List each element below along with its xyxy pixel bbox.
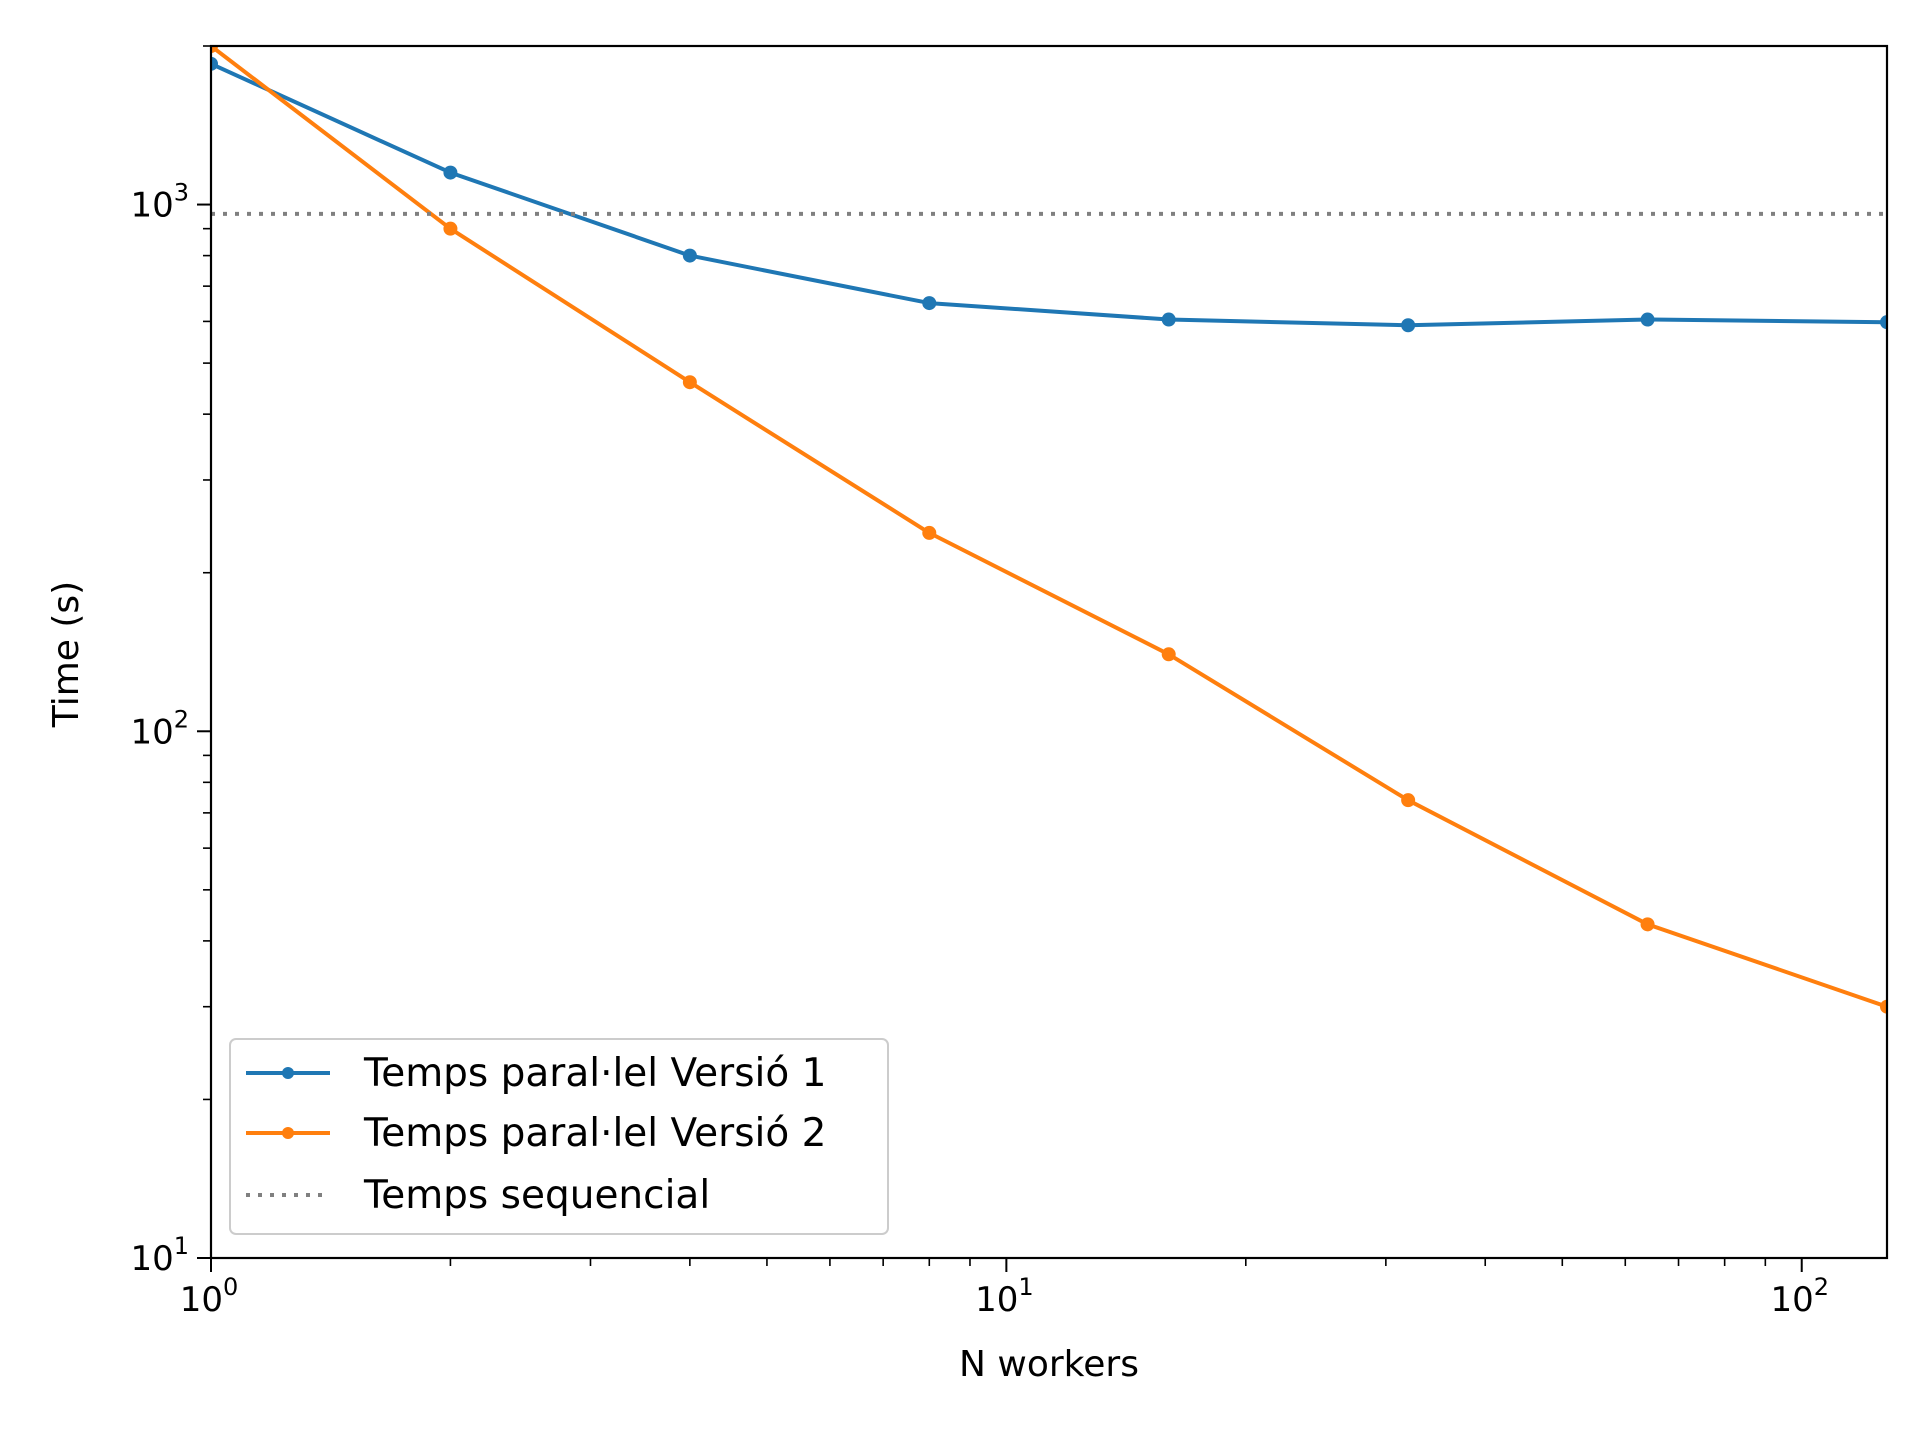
x-axis-label: N workers: [959, 1344, 1139, 1385]
series-1-point: [1640, 312, 1655, 327]
series-2-point: [1161, 647, 1176, 662]
legend: Temps paral·lel Versió 1 Temps paral·lel…: [229, 1038, 889, 1235]
x-tick-label: 100: [180, 1273, 239, 1320]
series-1-point: [1161, 312, 1176, 327]
series-1-line: [211, 61, 1887, 328]
y-tick-label: 102: [130, 705, 189, 752]
y-tick-base: 10: [130, 712, 173, 752]
series-1-point: [443, 165, 458, 180]
x-tick-label: 101: [975, 1273, 1034, 1320]
series-2-point: [211, 46, 218, 53]
plot-frame: [209, 44, 1889, 1260]
series-1-point: [922, 296, 937, 311]
series-2-line: [211, 46, 1887, 1009]
series-group: [211, 46, 1887, 1014]
legend-frame: [229, 1038, 889, 1235]
series-2-point: [1880, 999, 1887, 1014]
y-tick-base: 10: [130, 1239, 173, 1279]
x-tick-label: 102: [1770, 1273, 1829, 1320]
y-tick-label: 103: [130, 179, 189, 226]
series-1-point: [1880, 315, 1887, 330]
series-1-point: [682, 248, 697, 263]
legend-entry-series-1: Temps paral·lel Versió 1: [246, 1051, 826, 1096]
x-tick-base: 10: [1770, 1280, 1813, 1320]
x-tick-base: 10: [975, 1280, 1018, 1320]
series-2-point: [1640, 917, 1655, 932]
series-2-point: [682, 375, 697, 390]
legend-entry-series-2: Temps paral·lel Versió 2: [246, 1111, 826, 1156]
y-tick-base: 10: [130, 186, 173, 226]
x-tick-exponent: 2: [1814, 1273, 1829, 1301]
legend-label-series-1: Temps paral·lel Versió 1: [363, 1051, 826, 1096]
series-1-point: [1401, 318, 1416, 333]
x-tick-base: 10: [180, 1280, 223, 1320]
series-1-point: [211, 56, 218, 71]
legend-label-series-2: Temps paral·lel Versió 2: [363, 1111, 826, 1156]
series-2-point: [1401, 793, 1416, 808]
y-axis-label: Time (s): [46, 581, 87, 728]
legend-entry-sequential: Temps sequencial: [246, 1173, 710, 1218]
series-2-point: [443, 221, 458, 236]
y-tick-label: 101: [130, 1232, 189, 1279]
plot-area: [211, 46, 1887, 1014]
x-tick-exponent: 1: [1018, 1273, 1033, 1301]
y-tick-exponent: 3: [174, 179, 189, 207]
legend-marker-series-1: [282, 1067, 294, 1079]
legend-label-sequential: Temps sequencial: [363, 1173, 710, 1218]
legend-marker-series-2: [282, 1127, 294, 1139]
series-2-point: [922, 525, 937, 540]
y-tick-exponent: 1: [174, 1232, 189, 1260]
y-tick-exponent: 2: [174, 705, 189, 733]
x-tick-exponent: 0: [223, 1273, 238, 1301]
